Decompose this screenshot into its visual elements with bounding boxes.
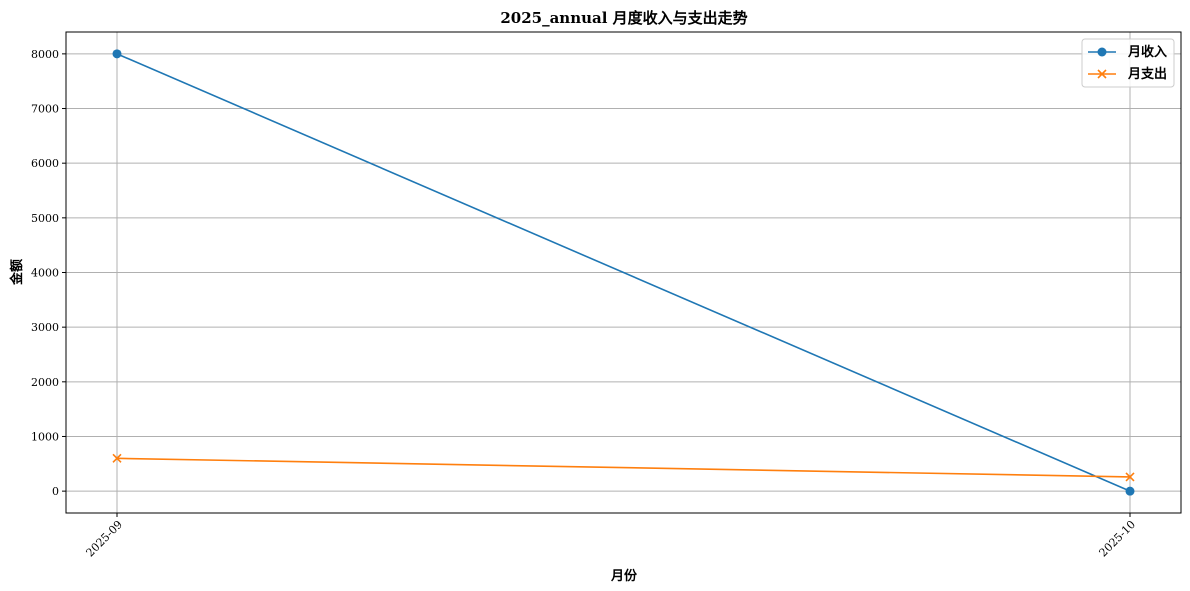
x-axis-ticks: 2025-09 2025-10: [84, 513, 1139, 560]
y-tick-label: 7000: [31, 103, 59, 116]
legend-marker: [1097, 47, 1107, 57]
y-tick-label: 5000: [31, 212, 59, 225]
data-point: [1125, 472, 1135, 482]
legend-label: 月收入: [1127, 44, 1167, 60]
chart-title: 2025_annual 月度收入与支出走势: [500, 9, 747, 27]
legend-item: 月支出: [1088, 66, 1167, 82]
series-line: [116, 53, 1131, 492]
data-point: [112, 49, 122, 59]
series-line: [116, 457, 1131, 478]
x-tick-label: 2025-10: [1097, 518, 1139, 560]
data-point: [112, 453, 122, 463]
y-tick-label: 0: [52, 485, 59, 498]
y-tick-label: 2000: [31, 376, 59, 389]
legend-marker: [1097, 69, 1107, 79]
y-axis-label: 金额: [9, 259, 25, 286]
y-tick-label: 8000: [31, 48, 59, 61]
y-tick-label: 1000: [31, 430, 59, 443]
series-1: [112, 453, 1135, 482]
y-axis-ticks: 0 1000 2000 3000 4000 5000 6000 7000 8000: [31, 48, 66, 498]
series-layer: [112, 49, 1135, 496]
legend-label: 月支出: [1127, 66, 1167, 82]
x-axis-label: 月份: [610, 568, 638, 584]
y-tick-label: 3000: [31, 321, 59, 334]
y-tick-label: 4000: [31, 267, 59, 280]
legend-item: 月收入: [1088, 44, 1167, 60]
x-tick-label: 2025-09: [84, 518, 126, 560]
data-point: [1125, 486, 1135, 496]
series-0: [112, 49, 1135, 496]
y-tick-label: 6000: [31, 157, 59, 170]
